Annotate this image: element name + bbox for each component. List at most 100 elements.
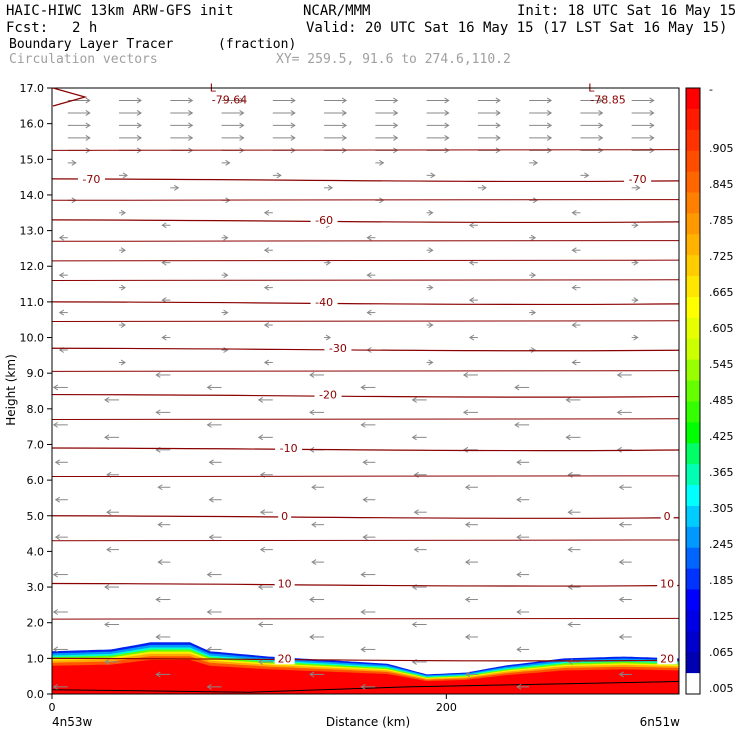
vector-arrowhead — [481, 184, 487, 191]
vector-arrowhead — [571, 322, 577, 328]
colorbar-label: .185 — [709, 574, 734, 587]
vector-arrowhead — [462, 409, 469, 416]
vector-arrowhead — [649, 97, 655, 104]
contour-label: 0 — [281, 510, 288, 523]
vector-arrowhead — [259, 509, 266, 516]
vector-arrowhead — [71, 159, 77, 166]
forecast-label: Fcst: — [6, 20, 48, 36]
contour-label: -10 — [280, 442, 298, 455]
contour-line-labeled — [51, 657, 680, 662]
vector-arrowhead — [516, 459, 522, 466]
vector-arrowhead — [413, 546, 419, 553]
contour-label: 20 — [660, 652, 674, 665]
vector-arrowhead — [514, 421, 520, 428]
y-tick-label: 9.0 — [27, 367, 45, 380]
contour-label: -70 — [629, 173, 647, 186]
colorbar-swatch — [686, 547, 700, 570]
y-tick-label: 2.0 — [27, 617, 45, 630]
vector-arrowhead — [633, 222, 639, 229]
colorbar — [685, 87, 701, 695]
vector-arrowhead — [546, 147, 553, 154]
vector-arrowhead — [428, 247, 434, 254]
low-value: -79.64 — [212, 94, 247, 107]
vector-arrowhead — [362, 459, 368, 466]
vector-arrowhead — [618, 484, 624, 491]
colorbar-swatch — [686, 129, 700, 152]
vector-arrowhead — [58, 234, 65, 241]
vector-arrowhead — [290, 134, 296, 141]
vector-arrowhead — [104, 434, 110, 441]
colorbar-top-label: - — [709, 83, 713, 96]
vector-arrowhead — [239, 122, 245, 129]
contour-line — [51, 418, 680, 421]
contour-label-bg — [310, 295, 338, 308]
vector-arrowhead — [618, 521, 624, 528]
vector-arrowhead — [516, 609, 522, 615]
contour-line — [51, 475, 680, 478]
vector-arrowhead — [309, 372, 315, 378]
temperature-contours: -70 -70 -60 -40 -30 -20 -10 0 0 10 10 20 20 — [51, 149, 680, 665]
colorbar-label: .905 — [709, 142, 734, 155]
vector-arrowhead — [530, 309, 537, 316]
colorbar-swatch — [686, 150, 700, 173]
vector-arrowhead — [104, 584, 110, 590]
y-tick-label: 11.0 — [20, 296, 45, 309]
vector-arrowhead — [360, 646, 366, 653]
vector-arrowhead — [362, 534, 368, 541]
vector-arrowhead — [52, 683, 59, 690]
contour-line-labeled — [51, 219, 680, 224]
vector-arrowhead — [464, 671, 471, 678]
contour-label: -70 — [82, 173, 100, 186]
vector-arrowhead — [598, 97, 604, 104]
vector-arrowhead — [290, 122, 296, 129]
colorbar-swatch — [686, 631, 700, 653]
vector-arrowhead — [206, 384, 212, 391]
colorbar-swatch — [686, 338, 700, 361]
vector-arrowhead — [263, 247, 270, 254]
vector-arrowhead — [495, 134, 501, 141]
vector-arrowhead — [495, 147, 501, 154]
vector-arrowhead — [598, 134, 604, 141]
contour-label-bg — [660, 509, 674, 522]
contour-line — [51, 149, 680, 151]
vector-arrowhead — [155, 409, 161, 416]
colorbar-swatch — [686, 610, 700, 632]
vector-arrowhead — [618, 634, 624, 640]
y-tick-label: 6.0 — [27, 474, 45, 487]
vector-arrowhead — [136, 122, 142, 129]
org-label: NCAR/MMM — [303, 3, 370, 19]
vector-arrowhead — [649, 110, 655, 116]
x-axis-start-label: 4n53w — [52, 715, 93, 729]
vector-arrowhead — [598, 147, 604, 154]
contour-label-bg — [278, 509, 292, 522]
contour-line-labeled — [51, 515, 680, 519]
vector-arrowhead — [633, 334, 639, 341]
vector-arrowhead — [188, 97, 194, 104]
vector-arrowhead — [309, 671, 315, 678]
vector-arrowhead — [360, 571, 366, 578]
vector-arrowhead — [206, 571, 212, 578]
vector-arrowhead — [584, 172, 590, 179]
vector-arrowhead — [464, 634, 471, 640]
vector-arrowhead — [85, 122, 91, 129]
y-axis: 0.0 1.0 2.0 3.0 4.0 5.0 6.0 7.0 8.0 9.0 10.0 11.0 12… — [20, 82, 52, 701]
colorbar-label: .305 — [709, 502, 734, 515]
vector-arrowhead — [565, 434, 571, 441]
x-axis-label: Distance (km) — [326, 715, 410, 729]
field-units: (fraction) — [218, 37, 296, 52]
y-tick-label: 10.0 — [20, 332, 45, 345]
vector-arrowhead — [136, 110, 142, 116]
contour-label: -30 — [329, 342, 347, 355]
vector-arrowhead — [120, 209, 126, 216]
contour-label-bg — [274, 652, 295, 665]
vector-arrowhead — [257, 434, 264, 441]
vector-arrowhead — [223, 272, 229, 279]
contour-line-labeled — [51, 393, 680, 398]
vector-arrowhead — [309, 634, 315, 640]
vector-arrowhead — [106, 509, 112, 516]
vector-arrowhead — [468, 297, 475, 304]
y-tick-label: 15.0 — [20, 153, 45, 166]
vector-arrowhead — [188, 110, 194, 116]
colorbar-frame — [685, 87, 701, 695]
colorbar-label: .065 — [709, 646, 734, 659]
